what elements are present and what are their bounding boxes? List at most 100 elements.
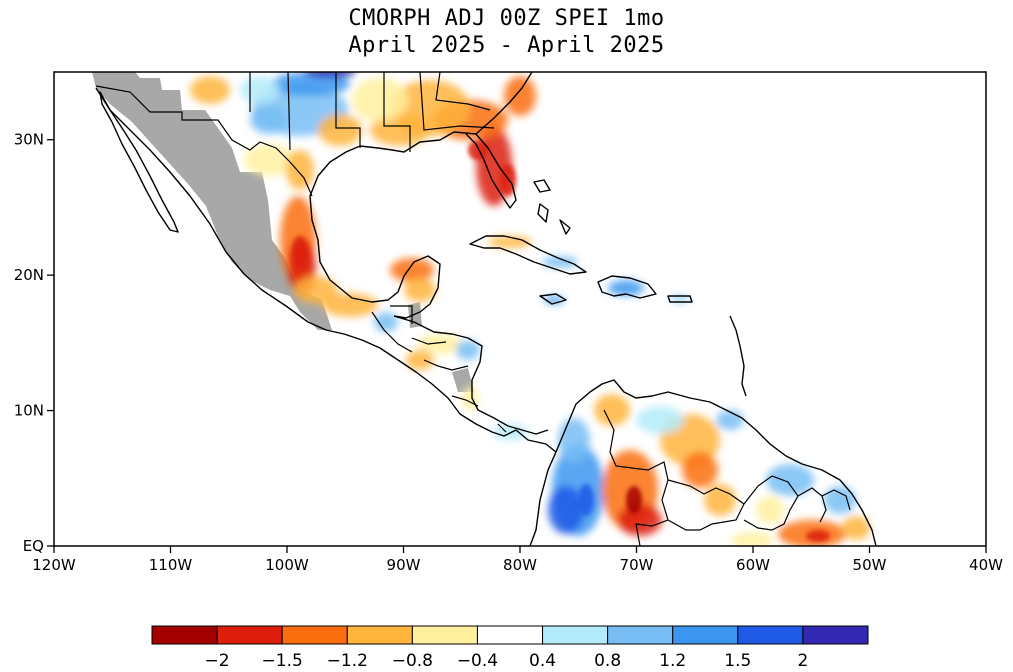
anomaly-patch bbox=[504, 76, 536, 116]
anomaly-patch bbox=[240, 76, 280, 104]
island-lesser-antilles bbox=[729, 315, 747, 397]
missing-mexico-plateau bbox=[92, 72, 332, 330]
island-bahamas-2 bbox=[537, 203, 549, 223]
x-tick-label: 80W bbox=[503, 556, 537, 574]
anomaly-patch bbox=[704, 484, 736, 516]
colorbar-label: 1.5 bbox=[724, 651, 751, 671]
island-cuba bbox=[469, 235, 587, 275]
anomaly-patch bbox=[318, 114, 362, 146]
coastline-gulf bbox=[309, 131, 455, 319]
island-bahamas-1 bbox=[533, 179, 551, 193]
anomaly-patch bbox=[670, 296, 690, 302]
anomaly-patch bbox=[244, 144, 296, 176]
anomaly-patch bbox=[594, 394, 630, 426]
colorbar-label: −1.2 bbox=[327, 651, 368, 671]
anomaly-patch bbox=[456, 340, 480, 360]
axis-ticks: 120W 110W 100W 90W 80W 70W 60W 50W 40W EQ 10N 20N 30… bbox=[14, 131, 1003, 574]
colorbar-swatch bbox=[672, 625, 739, 645]
x-tick-label: 70W bbox=[620, 556, 654, 574]
colorbar-label: 2 bbox=[797, 651, 808, 671]
colorbar-label: −0.8 bbox=[392, 651, 433, 671]
chart-title: CMORPH ADJ 00Z SPEI 1mo bbox=[348, 6, 665, 31]
anomaly-patch bbox=[406, 350, 434, 370]
colorbar-swatch bbox=[411, 625, 478, 645]
island-bahamas-3 bbox=[559, 219, 571, 235]
coastline-south-america bbox=[555, 379, 877, 546]
political-borders bbox=[95, 72, 851, 546]
y-tick-label: 10N bbox=[14, 402, 44, 420]
y-tick-label: 30N bbox=[14, 131, 44, 149]
anomaly-patch bbox=[250, 106, 286, 134]
colorbar-swatch bbox=[281, 625, 348, 645]
anomaly-patch bbox=[558, 418, 590, 462]
anomaly-patch bbox=[190, 76, 230, 104]
y-tick-label: 20N bbox=[14, 266, 44, 284]
colorbar-label: 0.8 bbox=[594, 651, 621, 671]
anomaly-core bbox=[806, 530, 830, 542]
anomaly-patch bbox=[548, 486, 584, 534]
spei-anomaly-detail bbox=[292, 140, 830, 542]
anomaly-core bbox=[292, 236, 308, 268]
island-puerto-rico bbox=[667, 295, 693, 303]
island-hispaniola bbox=[597, 275, 657, 299]
anomaly-patch bbox=[730, 532, 774, 546]
colorbar-swatch bbox=[346, 625, 413, 645]
anomaly-patch bbox=[492, 424, 528, 440]
x-tick-label: 60W bbox=[736, 556, 770, 574]
x-tick-label: 100W bbox=[265, 556, 309, 574]
anomaly-patch bbox=[842, 516, 870, 540]
x-tick-label: 110W bbox=[149, 556, 193, 574]
colorbar-swatch bbox=[476, 625, 544, 645]
border-us-mexico bbox=[95, 85, 313, 197]
map-plot-area bbox=[54, 72, 986, 546]
anomaly-patch bbox=[370, 114, 430, 146]
anomaly-core bbox=[500, 164, 516, 196]
coastlines bbox=[95, 72, 877, 546]
colorbar-swatch bbox=[216, 625, 283, 645]
anomaly-patch bbox=[488, 236, 532, 248]
anomaly-patch bbox=[390, 258, 434, 282]
y-tick-label: EQ bbox=[23, 537, 44, 555]
anomaly-patch bbox=[404, 278, 436, 302]
coastline-central-america-caribbean bbox=[393, 315, 549, 435]
colorbar-label: 1.2 bbox=[659, 651, 686, 671]
anomaly-patch bbox=[756, 496, 784, 524]
colorbar-swatch bbox=[737, 625, 804, 645]
border-south-america bbox=[603, 409, 851, 546]
coastline-mexico-pacific bbox=[95, 87, 557, 453]
anomaly-patch bbox=[682, 452, 718, 488]
colorbar-swatch bbox=[151, 625, 218, 645]
anomaly-patch bbox=[618, 504, 662, 536]
anomaly-patch bbox=[352, 78, 408, 122]
coastline-florida bbox=[453, 131, 517, 209]
coastline-south-america-pacific bbox=[529, 451, 557, 546]
anomaly-patch bbox=[824, 486, 856, 514]
anomaly-patch bbox=[286, 150, 314, 190]
anomaly-patch bbox=[542, 256, 578, 268]
x-tick-label: 40W bbox=[969, 556, 1003, 574]
anomaly-patch bbox=[636, 406, 684, 434]
anomaly-patch bbox=[304, 72, 356, 78]
anomaly-patch bbox=[294, 276, 338, 304]
colorbar-label: −0.4 bbox=[457, 651, 498, 671]
anomaly-patch bbox=[716, 410, 744, 430]
anomaly-core bbox=[468, 140, 488, 160]
x-tick-label: 50W bbox=[853, 556, 887, 574]
anomaly-core bbox=[578, 484, 594, 516]
anomaly-core bbox=[626, 486, 642, 514]
border-central-america bbox=[371, 305, 507, 433]
anomaly-patch bbox=[374, 312, 398, 332]
anomaly-patch bbox=[608, 280, 644, 296]
colorbar-label: −2 bbox=[205, 651, 230, 671]
island-jamaica bbox=[539, 293, 567, 305]
colorbar-swatch bbox=[542, 625, 609, 645]
missing-nicaragua bbox=[452, 368, 474, 392]
colorbar: −2 −1.5 −1.2 −0.8 −0.4 0.4 0.8 1.2 1.5 2 bbox=[151, 625, 869, 671]
colorbar-swatch bbox=[802, 625, 869, 645]
border-us-states bbox=[249, 72, 495, 152]
colorbar-label: 0.4 bbox=[529, 651, 556, 671]
x-tick-label: 120W bbox=[32, 556, 76, 574]
coastline-atlantic-us bbox=[475, 72, 533, 135]
colorbar-label: −1.5 bbox=[262, 651, 303, 671]
